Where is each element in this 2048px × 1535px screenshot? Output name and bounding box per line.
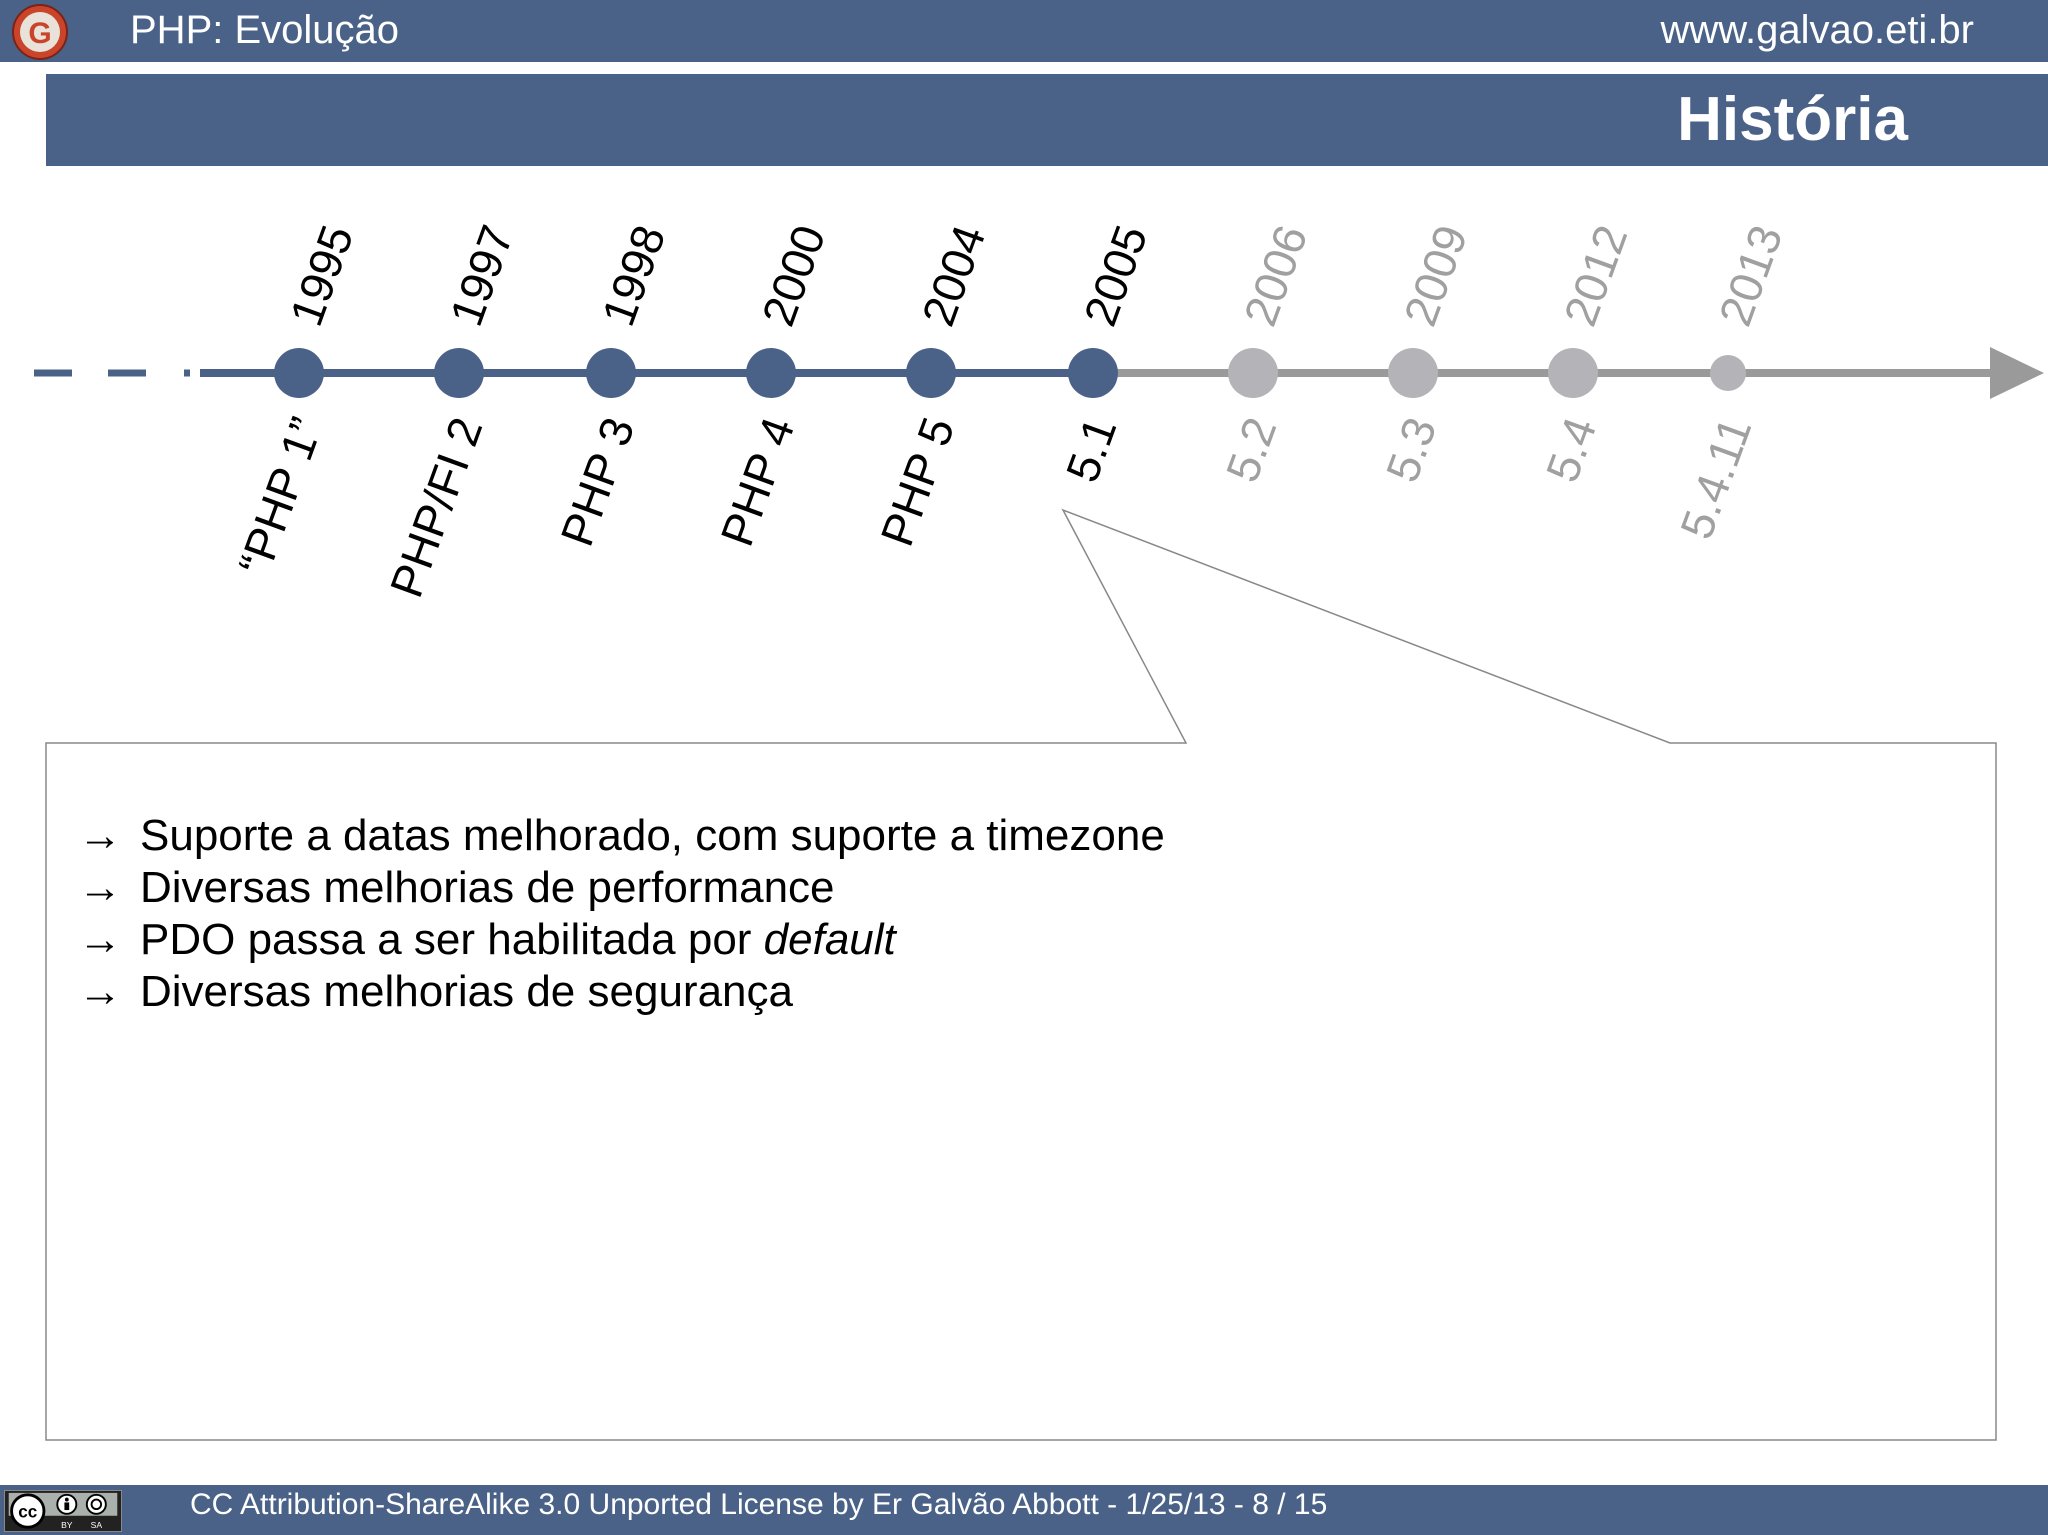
- year-label: 2000: [752, 218, 836, 332]
- year-label: 2012: [1554, 218, 1638, 332]
- year-label: 2006: [1234, 218, 1318, 332]
- cc-icon: [10, 1493, 46, 1529]
- note-item: → PDO passa a ser habilitada por default: [78, 914, 1165, 966]
- timeline-dot-1995: [274, 348, 324, 398]
- arrow-icon: →: [78, 967, 122, 1016]
- year-label: 1997: [440, 218, 524, 332]
- year-label: 1998: [592, 218, 676, 332]
- timeline-dot-2004: [906, 348, 956, 398]
- note-text: PDO passa a ser habilitada por: [140, 915, 764, 964]
- site-url: www.galvao.eti.br: [1660, 8, 1974, 52]
- timeline-dot-1997: [434, 348, 484, 398]
- top-bar: [0, 0, 2048, 62]
- note-text: Diversas melhorias de performance: [140, 863, 835, 912]
- arrow-icon: →: [78, 811, 122, 860]
- timeline-dot-1998: [586, 348, 636, 398]
- callout-outline: [45, 508, 1997, 1441]
- note-item: → Diversas melhorias de performance: [78, 862, 1165, 914]
- note-item: → Diversas melhorias de segurança: [78, 966, 1165, 1018]
- year-label: 2013: [1709, 218, 1793, 332]
- year-label: 2005: [1074, 218, 1158, 332]
- section-title: História: [1677, 85, 1908, 154]
- slide-title: PHP: Evolução: [130, 8, 400, 52]
- notes-list: → Suporte a datas melhorado, com suporte …: [78, 810, 1165, 1018]
- logo-icon: G: [12, 4, 68, 60]
- sa-icon: [85, 1493, 107, 1515]
- cc-license-badge[interactable]: cc BY SA: [4, 1490, 122, 1532]
- year-label: 1995: [280, 218, 364, 332]
- timeline-dot-2009: [1388, 348, 1438, 398]
- timeline-dot-2000: [746, 348, 796, 398]
- note-text: Diversas melhorias de segurança: [140, 967, 793, 1016]
- year-label: 2004: [912, 218, 996, 332]
- version-label: 5.2: [1216, 411, 1287, 489]
- section-title-bar: [46, 74, 2048, 166]
- timeline-dot-2005: [1068, 348, 1118, 398]
- note-text: Suporte a datas melhorado, com suporte a…: [140, 811, 1165, 860]
- note-item: → Suporte a datas melhorado, com suporte …: [78, 810, 1165, 862]
- version-label: 5.1: [1056, 411, 1127, 489]
- arrow-icon: →: [78, 863, 122, 912]
- svg-text:SA: SA: [91, 1520, 103, 1530]
- timeline-dot-2006: [1228, 348, 1278, 398]
- version-label: 5.3: [1376, 411, 1447, 489]
- timeline-dot-2013: [1710, 355, 1746, 391]
- license-text: CC Attribution-ShareAlike 3.0 Unported L…: [190, 1488, 1328, 1521]
- arrow-icon: →: [78, 915, 122, 964]
- timeline-arrowhead: [1990, 347, 2044, 399]
- svg-text:BY: BY: [61, 1520, 73, 1530]
- version-label: 5.4: [1536, 411, 1607, 489]
- year-label: 2009: [1394, 218, 1478, 332]
- note-emphasis: default: [763, 915, 896, 964]
- timeline-dot-2012: [1548, 348, 1598, 398]
- logo-letter: G: [28, 17, 51, 50]
- svg-text:cc: cc: [18, 1502, 38, 1522]
- footer-bar: [0, 1485, 2048, 1535]
- callout-box: [45, 508, 1997, 1441]
